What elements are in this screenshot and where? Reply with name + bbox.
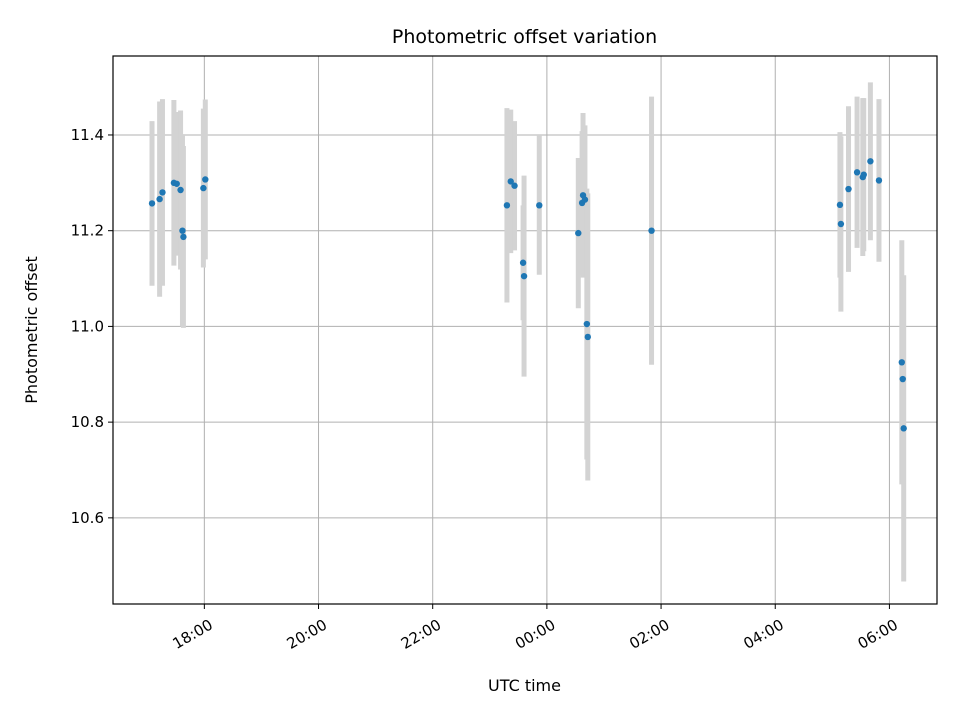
y-axis-ticks: 10.6 10.8 11.0 11.2 11.4: [71, 126, 113, 527]
chart-title: Photometric offset variation: [392, 26, 657, 48]
x-tick-label: 22:00: [398, 616, 444, 653]
x-tick-label: 06:00: [855, 616, 901, 653]
data-point: [520, 272, 528, 280]
data-point: [575, 229, 582, 237]
data-point: [173, 180, 180, 187]
data-point: [853, 169, 861, 176]
y-tick-label: 10.8: [71, 413, 104, 431]
data-point: [177, 186, 184, 194]
x-tick-label: 04:00: [740, 616, 786, 653]
data-point: [202, 176, 209, 183]
data-point: [584, 333, 591, 341]
data-point: [200, 184, 207, 192]
y-axis-label: Photometric offset: [22, 256, 41, 404]
data-point: [180, 233, 187, 241]
y-tick-label: 11.2: [71, 222, 104, 240]
data-point: [503, 202, 511, 209]
data-points: [148, 158, 907, 432]
data-point: [581, 196, 589, 203]
data-point: [536, 202, 543, 209]
data-point: [156, 195, 163, 203]
y-tick-label: 10.6: [71, 509, 104, 527]
data-point: [507, 178, 514, 185]
y-tick-label: 11.4: [71, 126, 104, 144]
x-tick-label: 20:00: [284, 616, 330, 653]
error-bars: [149, 82, 907, 582]
data-point: [845, 185, 852, 193]
data-point: [648, 227, 655, 234]
x-tick-label: 18:00: [170, 616, 216, 653]
data-point: [837, 220, 845, 228]
data-point: [900, 425, 907, 432]
data-point: [899, 375, 906, 383]
data-point: [875, 177, 883, 184]
plot-area-frame: [112, 55, 938, 605]
x-axis-label: UTC time: [488, 676, 561, 695]
y-tick-label: 11.0: [71, 317, 104, 335]
x-tick-label: 00:00: [512, 616, 558, 653]
x-tick-label: 02:00: [626, 616, 672, 653]
data-point: [179, 227, 186, 234]
data-point: [898, 359, 905, 366]
data-point: [836, 201, 844, 209]
x-axis-ticks: 18:00 20:00 22:00 00:00 02:00 04:00 06:00: [170, 604, 901, 653]
data-point: [511, 182, 518, 189]
data-point: [519, 259, 527, 266]
data-point: [860, 171, 867, 178]
grid-lines: [113, 56, 937, 604]
data-point: [159, 189, 166, 196]
data-point: [867, 158, 874, 165]
data-point: [583, 320, 591, 328]
data-point: [148, 200, 156, 207]
